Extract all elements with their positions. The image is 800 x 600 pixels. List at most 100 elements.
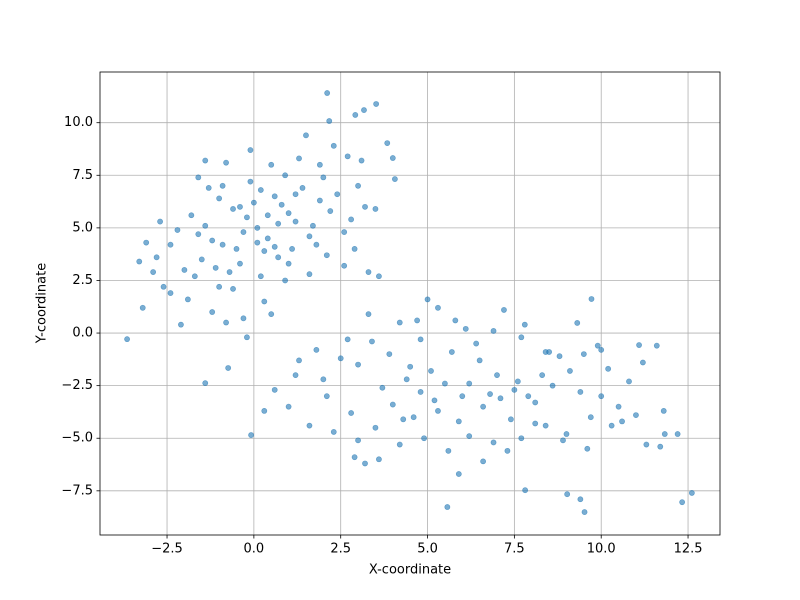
point xyxy=(581,509,588,515)
point xyxy=(282,277,289,284)
point xyxy=(202,157,209,164)
point xyxy=(567,368,573,374)
point xyxy=(365,269,372,275)
y-tick-label: −7.5 xyxy=(61,483,93,498)
point xyxy=(674,431,681,437)
point xyxy=(455,471,462,477)
point xyxy=(299,185,306,191)
point xyxy=(285,403,292,410)
point xyxy=(195,174,202,181)
point xyxy=(372,424,379,431)
x-tick-label: 12.5 xyxy=(674,542,703,557)
point xyxy=(521,321,528,328)
point xyxy=(598,393,605,400)
point xyxy=(466,433,473,440)
point xyxy=(230,206,236,212)
point xyxy=(257,273,264,280)
point xyxy=(417,336,424,343)
point xyxy=(341,262,348,269)
point xyxy=(247,147,254,153)
point xyxy=(351,454,358,461)
point xyxy=(181,267,188,273)
point xyxy=(445,447,452,454)
point xyxy=(254,224,261,231)
point xyxy=(588,296,595,302)
point xyxy=(285,260,292,267)
point xyxy=(448,349,455,355)
point xyxy=(497,395,504,402)
point xyxy=(358,157,365,164)
point xyxy=(323,393,330,400)
point xyxy=(494,372,500,379)
plot-area xyxy=(124,90,695,515)
point xyxy=(480,403,487,410)
point xyxy=(306,422,313,429)
point xyxy=(250,199,257,206)
point xyxy=(379,384,386,391)
point xyxy=(615,403,622,410)
point xyxy=(271,386,278,393)
point xyxy=(633,412,639,418)
point xyxy=(403,376,410,383)
point xyxy=(688,490,695,496)
point xyxy=(282,172,289,179)
point xyxy=(240,315,247,322)
point xyxy=(532,420,539,427)
point xyxy=(501,307,507,313)
point xyxy=(257,187,264,193)
point xyxy=(341,229,348,235)
point xyxy=(344,336,351,343)
point xyxy=(212,264,219,271)
x-tick-label: 5.0 xyxy=(417,542,438,557)
point xyxy=(459,393,466,400)
x-tick-label: 7.5 xyxy=(504,542,525,557)
point xyxy=(355,361,361,368)
point xyxy=(391,176,398,182)
point xyxy=(352,112,359,118)
point xyxy=(271,243,278,250)
point xyxy=(518,334,525,341)
point xyxy=(237,260,243,267)
point xyxy=(310,222,316,229)
point xyxy=(167,290,174,296)
y-tick-label: 7.5 xyxy=(72,168,93,183)
point xyxy=(248,432,254,438)
point xyxy=(261,407,268,414)
point xyxy=(564,491,571,498)
point xyxy=(400,416,407,423)
x-tick-label: 0.0 xyxy=(244,542,265,557)
point xyxy=(435,304,441,311)
point xyxy=(679,499,686,506)
point xyxy=(264,212,271,219)
point xyxy=(539,372,546,379)
point xyxy=(386,351,393,357)
point xyxy=(188,212,195,219)
point xyxy=(542,349,549,355)
point xyxy=(150,269,157,275)
point xyxy=(254,239,261,246)
point xyxy=(577,389,584,395)
point xyxy=(296,357,302,364)
point xyxy=(560,437,566,444)
point xyxy=(532,399,539,406)
point xyxy=(303,132,309,139)
point xyxy=(237,203,243,210)
point xyxy=(327,208,334,214)
point xyxy=(226,269,233,275)
point xyxy=(407,363,414,370)
point xyxy=(184,296,191,303)
point xyxy=(209,309,216,315)
point xyxy=(514,378,521,385)
point xyxy=(296,155,302,162)
point xyxy=(490,328,497,334)
point xyxy=(225,365,232,371)
point xyxy=(462,325,469,332)
point xyxy=(511,386,518,393)
y-tick-label: 0.0 xyxy=(72,326,93,341)
point xyxy=(202,380,209,387)
point xyxy=(522,487,529,494)
point xyxy=(584,445,591,452)
point xyxy=(619,418,625,425)
point xyxy=(361,107,367,113)
